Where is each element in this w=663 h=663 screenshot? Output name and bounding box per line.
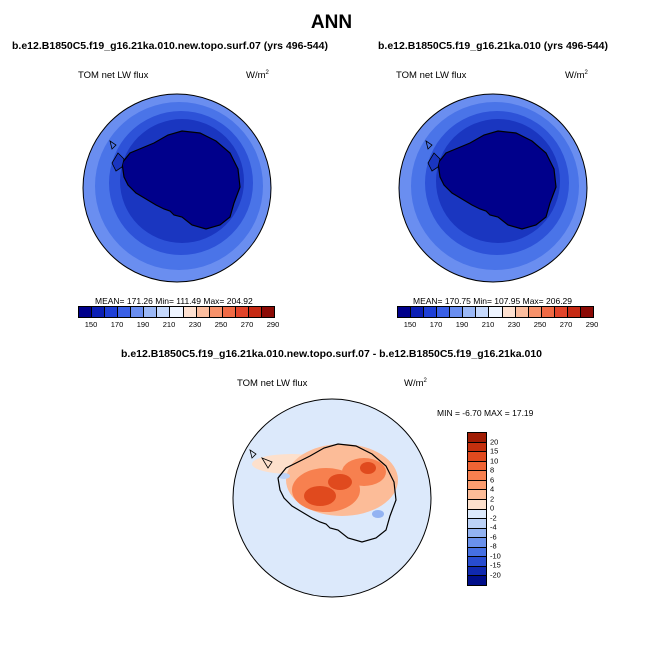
colorbar-segment bbox=[468, 519, 486, 529]
panel1-colorbar-labels: 150 170 190 210 230 250 270 290 bbox=[78, 320, 280, 330]
colorbar-segment bbox=[502, 307, 516, 317]
colorbar-tick-label: 270 bbox=[559, 320, 573, 329]
panel2-units: W/m2 bbox=[565, 70, 588, 82]
colorbar-tick-label: 4 bbox=[490, 484, 495, 494]
colorbar-tick-label: 230 bbox=[507, 320, 521, 329]
colorbar-tick-label: 8 bbox=[490, 465, 495, 475]
colorbar-segment bbox=[196, 307, 210, 317]
colorbar-segment bbox=[554, 307, 568, 317]
colorbar-tick-label: 170 bbox=[110, 320, 124, 329]
panel2-stats: MEAN= 170.75 Min= 107.95 Max= 206.29 bbox=[413, 296, 573, 306]
colorbar-segment bbox=[468, 490, 486, 500]
colorbar-segment bbox=[183, 307, 197, 317]
colorbar-segment bbox=[222, 307, 236, 317]
colorbar-segment bbox=[468, 480, 486, 491]
panel1-colorbar bbox=[78, 306, 275, 318]
panel1-map bbox=[82, 93, 272, 283]
colorbar-segment bbox=[105, 307, 119, 317]
colorbar-segment bbox=[450, 307, 464, 317]
colorbar-segment bbox=[261, 307, 274, 317]
colorbar-segment bbox=[170, 307, 184, 317]
colorbar-tick-label: 230 bbox=[188, 320, 202, 329]
colorbar-segment bbox=[468, 471, 486, 481]
panel1-title: b.e12.B1850C5.f19_g16.21ka.010.new.topo.… bbox=[12, 40, 328, 52]
colorbar-tick-label: 170 bbox=[429, 320, 443, 329]
colorbar-tick-label: -6 bbox=[490, 532, 497, 541]
colorbar-tick-label: 6 bbox=[490, 475, 495, 484]
colorbar-segment bbox=[468, 547, 486, 558]
colorbar-tick-label: 290 bbox=[266, 320, 280, 329]
colorbar-segment bbox=[398, 307, 412, 317]
colorbar-segment bbox=[463, 307, 477, 317]
colorbar-segment bbox=[92, 307, 106, 317]
panel3-colorbar bbox=[467, 432, 487, 586]
panel1-stats: MEAN= 171.26 Min= 111.49 Max= 204.92 bbox=[95, 296, 253, 306]
colorbar-segment bbox=[489, 307, 503, 317]
colorbar-segment bbox=[468, 509, 486, 520]
panel2-variable: TOM net LW flux bbox=[396, 70, 467, 81]
colorbar-segment bbox=[468, 576, 486, 585]
colorbar-segment bbox=[515, 307, 529, 317]
panel1-units: W/m2 bbox=[246, 70, 269, 82]
colorbar-segment bbox=[79, 307, 93, 317]
colorbar-tick-label: 150 bbox=[403, 320, 417, 329]
colorbar-tick-label: 20 bbox=[490, 437, 499, 446]
panel3-stats: MIN = -6.70 MAX = 17.19 bbox=[437, 408, 534, 418]
colorbar-tick-label: -2 bbox=[490, 513, 497, 522]
colorbar-segment bbox=[468, 499, 486, 510]
panel2-title: b.e12.B1850C5.f19_g16.21ka.010 (yrs 496-… bbox=[378, 40, 608, 52]
colorbar-segment bbox=[468, 442, 486, 453]
colorbar-segment bbox=[411, 307, 425, 317]
colorbar-segment bbox=[235, 307, 249, 317]
colorbar-segment bbox=[157, 307, 171, 317]
colorbar-tick-label: 210 bbox=[481, 320, 495, 329]
colorbar-tick-label: 0 bbox=[490, 503, 495, 513]
panel2-colorbar-labels: 150 170 190 210 230 250 270 290 bbox=[397, 320, 599, 330]
panel3-colorbar-labels: 20 15 10 8 6 4 2 0 -2 -4 -6 -8 -10 -15 -20 bbox=[490, 432, 520, 584]
panel3-units: W/m2 bbox=[404, 378, 427, 390]
colorbar-tick-label: 250 bbox=[533, 320, 547, 329]
colorbar-segment bbox=[468, 528, 486, 539]
colorbar-tick-label: 150 bbox=[84, 320, 98, 329]
colorbar-tick-label: 190 bbox=[136, 320, 150, 329]
colorbar-segment bbox=[580, 307, 593, 317]
colorbar-segment bbox=[424, 307, 438, 317]
colorbar-tick-label: 10 bbox=[490, 456, 499, 465]
colorbar-tick-label: 190 bbox=[455, 320, 469, 329]
colorbar-segment bbox=[476, 307, 490, 317]
colorbar-tick-label: 270 bbox=[240, 320, 254, 329]
colorbar-segment bbox=[468, 452, 486, 462]
colorbar-tick-label: 2 bbox=[490, 494, 495, 503]
colorbar-tick-label: 250 bbox=[214, 320, 228, 329]
colorbar-tick-label: 15 bbox=[490, 446, 499, 456]
colorbar-tick-label: -8 bbox=[490, 541, 497, 551]
colorbar-segment bbox=[468, 538, 486, 548]
colorbar-segment bbox=[118, 307, 132, 317]
panel3-variable: TOM net LW flux bbox=[237, 378, 308, 389]
colorbar-tick-label: 290 bbox=[585, 320, 599, 329]
colorbar-tick-label: -4 bbox=[490, 522, 497, 532]
colorbar-segment bbox=[468, 461, 486, 472]
colorbar-segment bbox=[144, 307, 158, 317]
panel2-colorbar bbox=[397, 306, 594, 318]
panel3-map bbox=[232, 398, 432, 598]
colorbar-tick-label: -20 bbox=[490, 570, 501, 579]
colorbar-segment bbox=[541, 307, 555, 317]
panel2-map bbox=[398, 93, 588, 283]
colorbar-tick-label: -15 bbox=[490, 560, 501, 570]
colorbar-segment bbox=[209, 307, 223, 317]
colorbar-segment bbox=[567, 307, 581, 317]
colorbar-segment bbox=[437, 307, 451, 317]
colorbar-segment bbox=[131, 307, 145, 317]
main-title: ANN bbox=[310, 12, 353, 33]
colorbar-tick-label: -10 bbox=[490, 551, 501, 560]
colorbar-tick-label: 210 bbox=[162, 320, 176, 329]
panel3-title: b.e12.B1850C5.f19_g16.21ka.010.new.topo.… bbox=[120, 348, 543, 360]
panel1-variable: TOM net LW flux bbox=[78, 70, 149, 81]
colorbar-segment bbox=[248, 307, 262, 317]
colorbar-segment bbox=[468, 557, 486, 567]
colorbar-segment bbox=[468, 566, 486, 577]
colorbar-segment bbox=[468, 433, 486, 443]
colorbar-segment bbox=[528, 307, 542, 317]
